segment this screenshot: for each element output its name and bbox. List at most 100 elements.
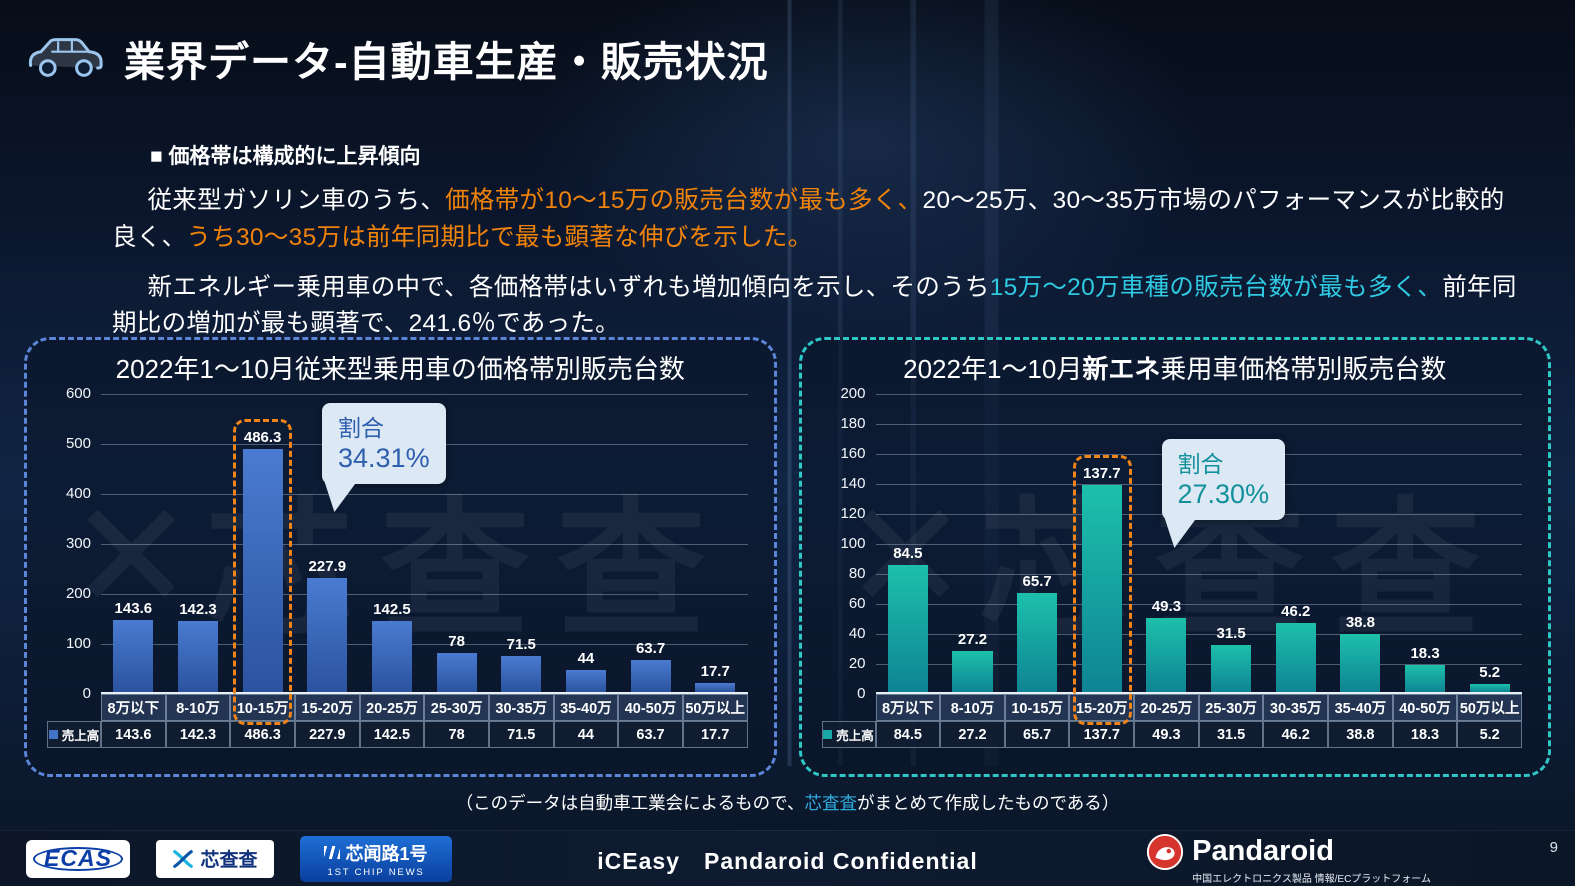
value-cell: 27.2 [940, 721, 1005, 748]
bar-column: 63.7 [618, 394, 683, 692]
bar [695, 683, 736, 692]
bar [1017, 593, 1058, 692]
category-label: 15-20万 [1069, 694, 1135, 721]
slashes-icon [324, 846, 341, 859]
bar [565, 670, 606, 692]
value-cell: 31.5 [1198, 721, 1264, 748]
value-cell: 227.9 [294, 721, 360, 748]
bar [1081, 485, 1122, 692]
y-axis-tick-label: 0 [82, 685, 91, 702]
y-axis-tick-label: 20 [848, 655, 866, 672]
bar-column: 486.3 [230, 394, 295, 692]
value-cell: 71.5 [488, 721, 554, 748]
category-label: 8万以下 [875, 694, 941, 721]
intro-heading: ■ 価格帯は構成的に上昇傾向 [150, 145, 421, 168]
y-axis-tick-label: 100 [840, 535, 866, 552]
pandaroid-logo: Pandaroid 中国エレクトロニクス製品 情報/ECプラットフォーム [1146, 833, 1431, 885]
category-label: 20-25万 [359, 694, 425, 721]
xinchacha-x-icon [173, 849, 194, 868]
value-cell: 46.2 [1263, 721, 1329, 748]
value-row: 売上高 84.5 27.2 65.7 137.7 49.3 31.5 46.2 38.8 18.3… [821, 721, 1522, 748]
p1-seg1: 従来型ガソリン車のうち、 [147, 187, 446, 214]
value-cell: 63.7 [618, 721, 683, 748]
page-number: 9 [1549, 839, 1558, 856]
footnote-post: がまとめて作成したものである） [856, 793, 1120, 813]
value-cell: 38.8 [1328, 721, 1393, 748]
p2-seg1: 新エネルギー乗用車の中で、各価格帯はいずれも増加傾向を示し、そのうち [147, 273, 990, 301]
category-label: 10-15万 [1004, 694, 1070, 721]
bar [1469, 684, 1510, 692]
value-cell: 49.3 [1134, 721, 1199, 748]
ecas-logo: ECAS [26, 839, 130, 878]
bar-column: 38.8 [1328, 394, 1393, 692]
bar-column: 227.9 [295, 394, 360, 692]
bar [177, 620, 219, 692]
chart-title-pre: 2022年1～10月従来型乗用車の価格帯別販売台数 [115, 354, 685, 384]
category-label: 8-10万 [165, 694, 231, 721]
value-cell: 65.7 [1004, 721, 1070, 748]
value-cell: 142.3 [165, 721, 231, 748]
legend-label: 売上高 [836, 729, 874, 743]
bar-value-label: 31.5 [1216, 624, 1246, 642]
bar-value-label: 38.8 [1345, 613, 1376, 631]
bar-value-label: 137.7 [1083, 465, 1121, 483]
plot-row: 600 500 400 300 200 100 0 143.6 142.3 486.3 227.9… [47, 385, 748, 702]
bar-value-label: 65.7 [1022, 573, 1052, 591]
y-axis-tick-label: 400 [65, 485, 91, 502]
category-label: 30-35万 [1263, 694, 1329, 721]
bar [630, 660, 671, 692]
category-label: 20-25万 [1134, 694, 1199, 721]
gridline [101, 644, 748, 645]
legend-cell: 売上高 [821, 721, 876, 748]
bar [242, 448, 283, 692]
footnote-pre: （このデータは自動車工業会によるもので、 [455, 793, 805, 813]
chip-news-logo: 芯闻路1号 1ST CHIP NEWS [300, 835, 452, 882]
category-label: 50万以上 [1457, 694, 1522, 721]
category-row: 8万以下 8-10万 10-15万 15-20万 20-25万 25-30万 30-35万 3… [822, 694, 1522, 721]
y-axis-tick-label: 600 [65, 385, 91, 402]
ecas-ellipse-icon [33, 846, 123, 871]
bar-value-label: 5.2 [1479, 664, 1501, 682]
value-cell: 5.2 [1457, 721, 1522, 748]
bar-column: 71.5 [489, 394, 554, 692]
y-axis-tick-label: 140 [840, 475, 866, 492]
y-axis-tick-label: 300 [65, 535, 91, 552]
chart-title-post: 乗用車価格帯別販売台数 [1160, 354, 1447, 384]
value-cell: 18.3 [1392, 721, 1458, 748]
charts-row: ✕ 芯查查 2022年1～10月従来型乗用車の価格帯別販売台数 600 500 40… [24, 337, 1551, 777]
source-footnote: （このデータは自動車工業会によるもので、芯査査がまとめて作成したものである） [0, 790, 1575, 815]
chart-body: 600 500 400 300 200 100 0 143.6 142.3 486.3 227.9… [47, 385, 748, 748]
bar-value-label: 46.2 [1281, 602, 1311, 620]
value-cell: 78 [424, 721, 489, 748]
plot-area: 84.5 27.2 65.7 137.7 49.3 31.5 46.2 38.8 18.3 5.2 [875, 394, 1522, 694]
footnote-brand: 芯査査 [804, 793, 857, 813]
p1-seg2-highlight: 価格帯が10～15万の販売台数が最も多く、 [445, 187, 923, 214]
y-axis-tick-label: 40 [848, 625, 866, 642]
bar-column: 78 [424, 394, 489, 692]
bar-value-label: 78 [448, 633, 465, 650]
callout-bubble: 割合 34.31% [322, 402, 446, 484]
paragraph-new-energy: 新エネルギー乗用車の中で、各価格帯はいずれも増加傾向を示し、そのうち15万～20… [112, 270, 1529, 344]
value-cell: 486.3 [230, 721, 295, 748]
y-axis-tick-label: 100 [65, 635, 91, 652]
pandaroid-icon [1147, 833, 1184, 870]
bar-column: 46.2 [1263, 394, 1328, 692]
bar [436, 653, 477, 692]
y-axis-tick-label: 0 [857, 685, 866, 702]
bar [113, 620, 154, 692]
category-label: 35-40万 [1328, 694, 1393, 721]
bar-column: 31.5 [1199, 394, 1264, 692]
bar [1211, 644, 1252, 692]
bar-column: 142.3 [166, 394, 231, 692]
gridline [875, 604, 1522, 605]
bar [887, 565, 928, 692]
bar-column: 143.6 [101, 394, 166, 692]
bar-column: 84.5 [876, 394, 941, 692]
category-label: 40-50万 [618, 694, 683, 721]
gridline [101, 544, 748, 545]
y-axis-tick-label: 200 [840, 385, 866, 402]
legend-swatch [823, 730, 833, 739]
gridline [875, 634, 1522, 635]
bar-column: 65.7 [1005, 394, 1070, 692]
y-axis: 600 500 400 300 200 100 0 [47, 385, 101, 702]
